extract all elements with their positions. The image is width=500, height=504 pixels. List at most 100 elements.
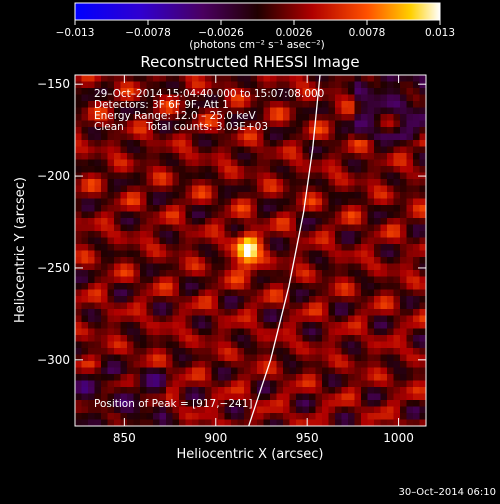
heatmap-cell <box>166 231 173 238</box>
heatmap-cell <box>276 257 284 264</box>
heatmap-cell <box>270 140 277 147</box>
heatmap-cell <box>263 179 271 186</box>
heatmap-cell <box>270 205 277 212</box>
heatmap-cell <box>341 361 349 368</box>
heatmap-cell <box>309 140 316 147</box>
heatmap-cell <box>101 133 108 141</box>
heatmap-cell <box>367 361 375 368</box>
heatmap-cell <box>133 348 141 355</box>
heatmap-cell <box>127 244 134 251</box>
heatmap-cell <box>406 348 414 355</box>
heatmap-cell <box>374 374 381 381</box>
heatmap-cell <box>374 361 381 368</box>
heatmap-cell <box>172 120 180 128</box>
heatmap-cell <box>244 335 251 342</box>
heatmap-cell <box>244 94 251 102</box>
heatmap-cell <box>302 276 310 284</box>
heatmap-cell <box>192 211 199 219</box>
heatmap-cell <box>328 335 336 342</box>
heatmap-cell <box>413 283 420 290</box>
heatmap-cell <box>120 341 128 349</box>
heatmap-cell <box>231 205 238 212</box>
heatmap-cell <box>205 140 212 147</box>
heatmap-cell <box>224 341 232 349</box>
heatmap-cell <box>270 250 277 258</box>
heatmap-cell <box>120 120 128 128</box>
heatmap-cell <box>218 224 225 232</box>
heatmap-cell <box>296 101 303 108</box>
heatmap-cell <box>328 205 336 212</box>
heatmap-cell <box>354 374 362 381</box>
heatmap-cell <box>205 387 212 394</box>
heatmap-cell <box>328 185 336 193</box>
heatmap-cell <box>127 198 134 206</box>
heatmap-cell <box>400 328 407 336</box>
heatmap-cell <box>341 354 349 362</box>
heatmap-cell <box>302 413 310 420</box>
heatmap-cell <box>75 211 82 219</box>
heatmap-cell <box>361 75 368 82</box>
heatmap-cell <box>153 387 160 394</box>
heatmap-cell <box>270 367 277 375</box>
heatmap-cell <box>159 296 167 303</box>
heatmap-cell <box>185 198 193 206</box>
heatmap-cell <box>348 185 355 193</box>
heatmap-cell <box>114 75 121 82</box>
heatmap-cell <box>237 192 245 199</box>
heatmap-cell <box>315 101 323 108</box>
heatmap-cell <box>101 127 108 134</box>
heatmap-cell <box>231 172 238 180</box>
heatmap-cell <box>283 198 290 206</box>
heatmap-cell <box>159 237 167 245</box>
heatmap-cell <box>296 81 303 89</box>
heatmap-cell <box>101 361 108 368</box>
heatmap-cell <box>413 257 420 264</box>
heatmap-cell <box>328 309 336 316</box>
heatmap-cell <box>400 302 407 310</box>
colorbar-unit-label: (photons cm⁻² s⁻¹ asec⁻²) <box>189 39 324 51</box>
heatmap-cell <box>88 94 95 102</box>
heatmap-cell <box>289 211 297 219</box>
heatmap-cell <box>270 231 277 238</box>
heatmap-cell <box>224 309 232 316</box>
heatmap-cell <box>120 354 128 362</box>
heatmap-cell <box>244 120 251 128</box>
heatmap-cell <box>101 309 108 316</box>
heatmap-cell <box>309 120 316 128</box>
heatmap-cell <box>75 406 82 414</box>
heatmap-cell <box>393 380 401 388</box>
heatmap-cell <box>315 393 323 401</box>
heatmap-cell <box>406 172 414 180</box>
heatmap-cell <box>231 94 238 102</box>
heatmap-cell <box>380 270 388 277</box>
heatmap-cell <box>380 387 388 394</box>
heatmap-cell <box>322 263 329 271</box>
heatmap-cell <box>406 270 414 277</box>
heatmap-cell <box>257 224 264 232</box>
heatmap-cell <box>276 367 284 375</box>
heatmap-cell <box>153 263 160 271</box>
heatmap-cell <box>237 211 245 219</box>
heatmap-cell <box>179 179 186 186</box>
heatmap-cell <box>387 354 394 362</box>
heatmap-cell <box>380 348 388 355</box>
heatmap-cell <box>289 283 297 290</box>
heatmap-cell <box>185 153 193 160</box>
heatmap-cell <box>335 172 342 180</box>
heatmap-cell <box>172 179 180 186</box>
heatmap-cell <box>88 205 95 212</box>
heatmap-cell <box>127 322 134 329</box>
y-tick-label: −150 <box>37 77 70 91</box>
heatmap-cell <box>140 88 147 95</box>
heatmap-cell <box>81 185 89 193</box>
heatmap-cell <box>328 263 336 271</box>
heatmap-cell <box>419 309 426 316</box>
heatmap-cell <box>367 114 375 121</box>
heatmap-cell <box>101 328 108 336</box>
heatmap-cell <box>257 192 264 199</box>
heatmap-cell <box>192 120 199 128</box>
heatmap-cell <box>302 81 310 89</box>
heatmap-cell <box>81 341 89 349</box>
heatmap-cell <box>387 107 394 115</box>
heatmap-cell <box>354 107 362 115</box>
